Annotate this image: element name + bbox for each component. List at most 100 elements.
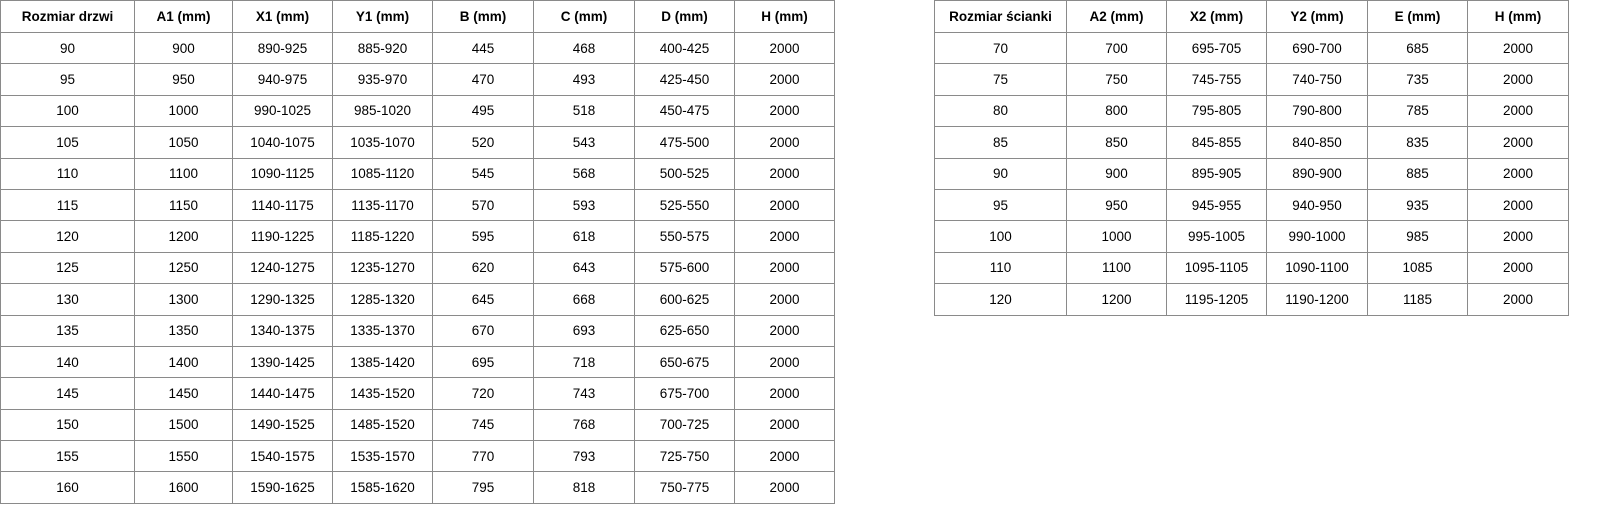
table-cell: 593 xyxy=(533,188,635,222)
table-cell: 2000 xyxy=(734,471,835,504)
table-row: 145 1450 1440-1475 1435-1520 720 743 675-700 20… xyxy=(0,377,835,410)
table-cell: 1590-1625 xyxy=(232,471,333,504)
column-header: H (mm) xyxy=(1467,0,1569,33)
table-cell: 2000 xyxy=(734,408,835,442)
table-cell: 125 xyxy=(0,251,135,285)
table-cell: 2000 xyxy=(1467,220,1569,253)
table-cell: 1235-1270 xyxy=(332,251,433,285)
table-cell: 150 xyxy=(0,408,135,442)
table-row: 125 1250 1240-1275 1235-1270 620 643 575-600 20… xyxy=(0,251,835,285)
table-cell: 1300 xyxy=(134,283,233,316)
table-cell: 690-700 xyxy=(1266,31,1368,65)
table-cell: 1500 xyxy=(134,408,233,442)
table-cell: 818 xyxy=(533,471,635,504)
column-header: H (mm) xyxy=(734,0,835,33)
table-cell: 685 xyxy=(1367,31,1468,65)
table-cell: 1200 xyxy=(1066,283,1167,316)
table-cell: 2000 xyxy=(734,251,835,285)
table-cell: 1450 xyxy=(134,377,233,410)
table-cell: 543 xyxy=(533,126,635,159)
table-row: 160 1600 1590-1625 1585-1620 795 818 750-775 20… xyxy=(0,471,835,504)
table-cell: 895-905 xyxy=(1166,157,1267,190)
table-cell: 1290-1325 xyxy=(232,283,333,316)
column-header: Rozmiar drzwi xyxy=(0,0,135,33)
table-cell: 1135-1170 xyxy=(332,188,433,222)
table-cell: 500-525 xyxy=(634,157,735,190)
table-cell: 1040-1075 xyxy=(232,126,333,159)
table-cell: 650-675 xyxy=(634,345,735,379)
table-cell: 1485-1520 xyxy=(332,408,433,442)
table-cell: 570 xyxy=(432,188,534,222)
table-cell: 618 xyxy=(533,220,635,253)
table-cell: 2000 xyxy=(1467,31,1569,65)
column-header: X1 (mm) xyxy=(232,0,333,33)
table-row: 80 800 795-805 790-800 785 2000 xyxy=(934,94,1569,128)
table-row: 135 1350 1340-1375 1335-1370 670 693 625-650 20… xyxy=(0,314,835,347)
table-cell: 695 xyxy=(432,345,534,379)
table-cell: 645 xyxy=(432,283,534,316)
table-cell: 700 xyxy=(1066,31,1167,65)
table-cell: 110 xyxy=(0,157,135,190)
door-size-table: Rozmiar drzwi A1 (mm) X1 (mm) Y1 (mm) B (mm)… xyxy=(0,0,835,504)
table-cell: 743 xyxy=(533,377,635,410)
table-cell: 400-425 xyxy=(634,31,735,65)
column-header: Y1 (mm) xyxy=(332,0,433,33)
table-cell: 643 xyxy=(533,251,635,285)
table-cell: 550-575 xyxy=(634,220,735,253)
table-cell: 600-625 xyxy=(634,283,735,316)
table-cell: 2000 xyxy=(1467,94,1569,128)
table-cell: 1140-1175 xyxy=(232,188,333,222)
table-cell: 885-920 xyxy=(332,31,433,65)
table-cell: 445 xyxy=(432,31,534,65)
table-cell: 1090-1125 xyxy=(232,157,333,190)
table-cell: 2000 xyxy=(734,157,835,190)
table-cell: 693 xyxy=(533,314,635,347)
table-cell: 790-800 xyxy=(1266,94,1368,128)
table-cell: 725-750 xyxy=(634,440,735,473)
table-cell: 900 xyxy=(1066,157,1167,190)
table-cell: 745-755 xyxy=(1166,63,1267,96)
table-row: 140 1400 1390-1425 1385-1420 695 718 650-675 20… xyxy=(0,345,835,379)
table-cell: 90 xyxy=(0,31,135,65)
table-row: 95 950 940-975 935-970 470 493 425-450 2000 xyxy=(0,63,835,96)
table-cell: 475-500 xyxy=(634,126,735,159)
table-cell: 2000 xyxy=(734,345,835,379)
column-header: A2 (mm) xyxy=(1066,0,1167,33)
table-row: 85 850 845-855 840-850 835 2000 xyxy=(934,126,1569,159)
table-cell: 1340-1375 xyxy=(232,314,333,347)
table-cell: 1535-1570 xyxy=(332,440,433,473)
table-cell: 1390-1425 xyxy=(232,345,333,379)
table-cell: 2000 xyxy=(1467,63,1569,96)
table-cell: 2000 xyxy=(734,440,835,473)
table-cell: 130 xyxy=(0,283,135,316)
table-cell: 750-775 xyxy=(634,471,735,504)
table-row: 110 1100 1095-1105 1090-1100 1085 2000 xyxy=(934,251,1569,285)
table-row: 120 1200 1195-1205 1190-1200 1185 2000 xyxy=(934,283,1569,316)
table-cell: 155 xyxy=(0,440,135,473)
table-cell: 145 xyxy=(0,377,135,410)
table-cell: 70 xyxy=(934,31,1067,65)
table-cell: 935-970 xyxy=(332,63,433,96)
table-cell: 450-475 xyxy=(634,94,735,128)
table-cell: 800 xyxy=(1066,94,1167,128)
table-cell: 890-900 xyxy=(1266,157,1368,190)
table-cell: 1185 xyxy=(1367,283,1468,316)
table-cell: 1035-1070 xyxy=(332,126,433,159)
table-cell: 700-725 xyxy=(634,408,735,442)
table-cell: 425-450 xyxy=(634,63,735,96)
table-cell: 695-705 xyxy=(1166,31,1267,65)
table-cell: 2000 xyxy=(734,63,835,96)
table-cell: 1100 xyxy=(134,157,233,190)
table-cell: 95 xyxy=(934,188,1067,222)
table-cell: 160 xyxy=(0,471,135,504)
table-cell: 595 xyxy=(432,220,534,253)
table-cell: 850 xyxy=(1066,126,1167,159)
table-cell: 1085 xyxy=(1367,251,1468,285)
wall-size-table: Rozmiar ścianki A2 (mm) X2 (mm) Y2 (mm) E (m… xyxy=(934,0,1569,316)
table-cell: 885 xyxy=(1367,157,1468,190)
table-cell: 950 xyxy=(1066,188,1167,222)
table-cell: 2000 xyxy=(1467,283,1569,316)
table-cell: 840-850 xyxy=(1266,126,1368,159)
table-cell: 835 xyxy=(1367,126,1468,159)
table-row: 90 900 895-905 890-900 885 2000 xyxy=(934,157,1569,190)
